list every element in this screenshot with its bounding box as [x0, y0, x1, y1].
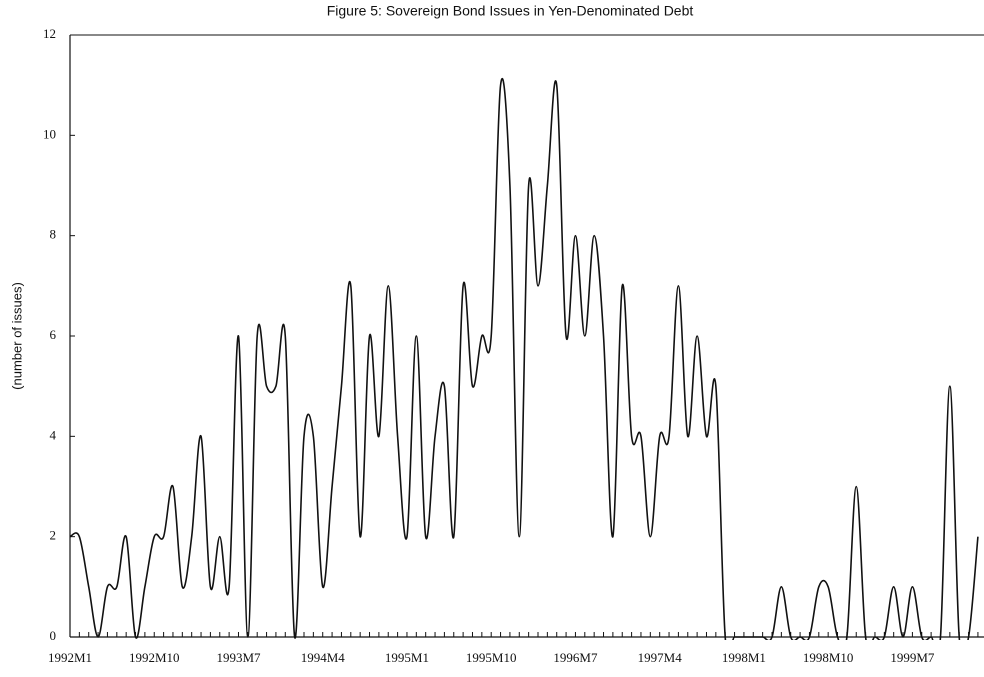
chart-title: Figure 5: Sovereign Bond Issues in Yen-D…: [327, 3, 694, 19]
x-tick-label: 1998M10: [803, 650, 854, 665]
x-tick-label: 1996M7: [553, 650, 598, 665]
y-tick-label: 6: [50, 327, 57, 342]
y-tick-label: 0: [50, 628, 57, 643]
x-tick-label: 1994M4: [301, 650, 346, 665]
x-tick-label: 1997M4: [638, 650, 683, 665]
data-line: [70, 77, 979, 640]
y-tick-label: 12: [43, 26, 56, 41]
x-tick-label: 1993M7: [216, 650, 261, 665]
y-tick-label: 10: [43, 126, 56, 141]
x-tick-label: 1995M1: [385, 650, 429, 665]
y-tick-label: 2: [50, 528, 57, 543]
plot-area: [70, 77, 979, 640]
y-tick-label: 8: [50, 227, 57, 242]
y-tick-label: 4: [50, 427, 57, 442]
x-tick-label: 1998M1: [722, 650, 766, 665]
x-tick-label: 1992M1: [48, 650, 92, 665]
x-tick-label: 1995M10: [466, 650, 517, 665]
y-axis-label: (number of issues): [9, 282, 24, 390]
x-tick-label: 1992M10: [129, 650, 180, 665]
x-tick-label: 1999M7: [890, 650, 935, 665]
